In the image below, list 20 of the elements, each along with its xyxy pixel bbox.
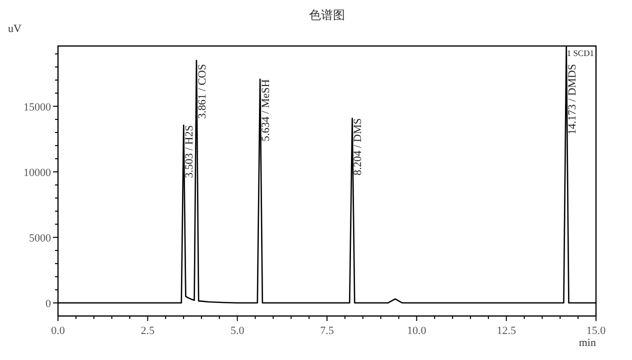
- x-axis-title: min: [578, 337, 596, 349]
- annotation: 3.861 / COS: [196, 64, 208, 119]
- y-tick-label: 5000: [29, 232, 52, 244]
- y-axis-title: uV: [8, 23, 22, 35]
- x-tick-label: 10.0: [407, 325, 427, 337]
- annotation: 14.173 / DMDS: [566, 64, 578, 135]
- y-tick-label: 10000: [24, 166, 52, 179]
- y-tick-label: 15000: [24, 101, 52, 114]
- annotation: 3.503 / H2S: [184, 125, 196, 178]
- x-tick-label: 0.0: [51, 325, 66, 337]
- x-tick-label: 15.0: [586, 325, 606, 337]
- x-tick-label: 7.5: [320, 325, 334, 337]
- chart-title: 色谱图: [309, 8, 345, 22]
- x-tick-label: 2.5: [140, 325, 156, 337]
- annotation: 8.204 / DMS: [352, 118, 364, 176]
- annotation: 1 SCD1: [566, 48, 594, 58]
- x-tick-label: 12.5: [496, 325, 516, 337]
- x-tick-label: 5.0: [230, 325, 245, 337]
- annotation: 5.634 / MeSH: [260, 79, 272, 142]
- y-tick-label: 0: [46, 298, 52, 310]
